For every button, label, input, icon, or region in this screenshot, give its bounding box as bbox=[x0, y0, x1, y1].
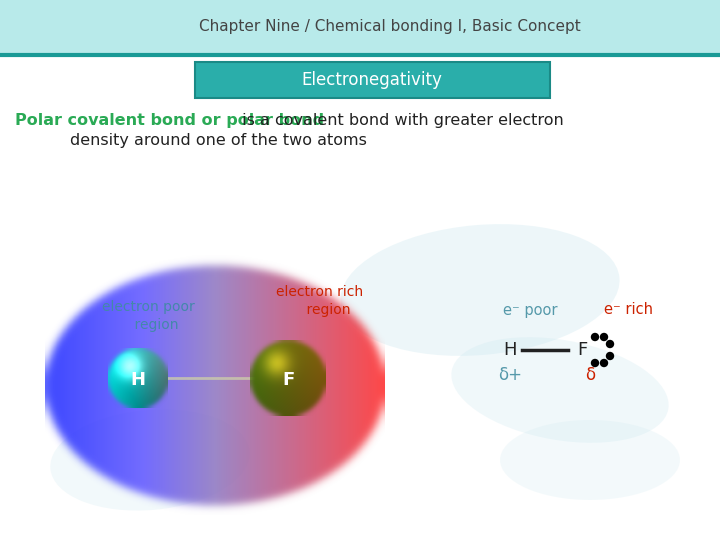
Circle shape bbox=[137, 376, 139, 379]
Text: e⁻ rich: e⁻ rich bbox=[603, 302, 652, 318]
Circle shape bbox=[127, 367, 146, 387]
Circle shape bbox=[131, 371, 143, 383]
Text: is a covalent bond with greater electron: is a covalent bond with greater electron bbox=[237, 113, 564, 128]
Circle shape bbox=[117, 357, 156, 396]
Circle shape bbox=[108, 348, 168, 408]
Circle shape bbox=[119, 359, 155, 395]
FancyBboxPatch shape bbox=[0, 0, 720, 55]
Circle shape bbox=[128, 369, 145, 386]
Circle shape bbox=[120, 360, 153, 394]
Circle shape bbox=[606, 353, 613, 360]
Text: F: F bbox=[282, 371, 294, 389]
Circle shape bbox=[109, 349, 166, 407]
Text: H: H bbox=[130, 371, 145, 389]
Text: Electronegativity: Electronegativity bbox=[302, 71, 442, 89]
Circle shape bbox=[111, 351, 163, 404]
Circle shape bbox=[135, 375, 140, 380]
Ellipse shape bbox=[451, 337, 669, 443]
Circle shape bbox=[112, 352, 163, 402]
Circle shape bbox=[113, 353, 161, 401]
Circle shape bbox=[115, 355, 158, 399]
Text: δ: δ bbox=[585, 366, 595, 384]
Circle shape bbox=[121, 361, 152, 393]
Text: H: H bbox=[503, 341, 517, 359]
Circle shape bbox=[606, 341, 613, 348]
Text: density around one of the two atoms: density around one of the two atoms bbox=[70, 133, 367, 148]
Ellipse shape bbox=[341, 224, 620, 356]
Text: Polar covalent bond or polar bond: Polar covalent bond or polar bond bbox=[15, 113, 324, 128]
Circle shape bbox=[114, 354, 160, 400]
Circle shape bbox=[130, 370, 144, 384]
Circle shape bbox=[600, 334, 608, 341]
Text: electron poor
    region: electron poor region bbox=[102, 300, 194, 333]
Circle shape bbox=[123, 363, 150, 390]
Circle shape bbox=[117, 356, 157, 397]
Text: electron rich
    region: electron rich region bbox=[276, 285, 364, 318]
FancyBboxPatch shape bbox=[195, 62, 550, 98]
Circle shape bbox=[122, 362, 151, 391]
Circle shape bbox=[600, 360, 608, 367]
Circle shape bbox=[126, 366, 148, 388]
Circle shape bbox=[592, 334, 598, 341]
Text: Chapter Nine / Chemical bonding I, Basic Concept: Chapter Nine / Chemical bonding I, Basic… bbox=[199, 19, 581, 35]
Circle shape bbox=[134, 374, 141, 381]
Circle shape bbox=[592, 360, 598, 367]
Circle shape bbox=[110, 350, 165, 405]
Text: e⁻ poor: e⁻ poor bbox=[503, 302, 557, 318]
Text: F: F bbox=[577, 341, 587, 359]
Circle shape bbox=[132, 373, 142, 382]
Ellipse shape bbox=[50, 409, 250, 510]
Ellipse shape bbox=[500, 420, 680, 500]
Text: δ+: δ+ bbox=[498, 366, 522, 384]
Circle shape bbox=[125, 365, 148, 389]
